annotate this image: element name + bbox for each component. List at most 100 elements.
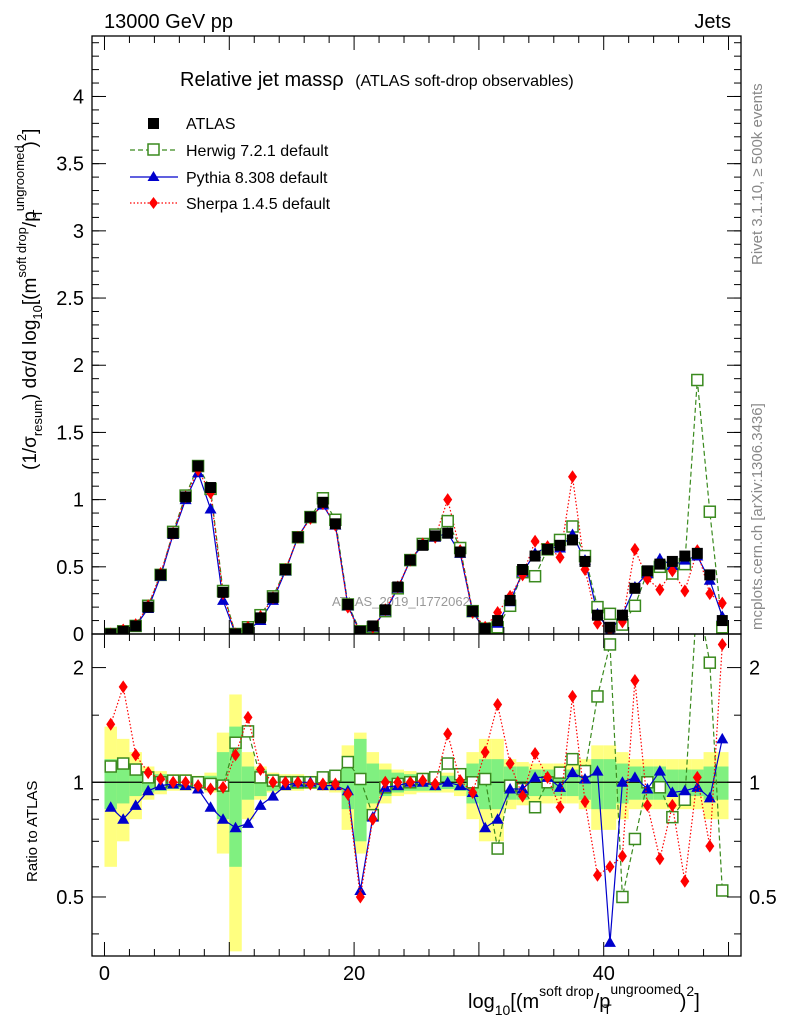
data-point-atlas — [417, 539, 429, 551]
data-point-sherpa — [255, 763, 265, 777]
data-point-sherpa — [106, 717, 116, 731]
data-point-atlas — [641, 565, 653, 577]
data-point-herwig — [628, 832, 642, 846]
data-point-sherpa — [667, 564, 677, 578]
data-point-pythia — [104, 801, 117, 812]
data-point-sherpa — [543, 770, 553, 784]
data-point-sherpa — [717, 596, 727, 610]
data-point-pythia — [266, 790, 279, 801]
data-point-atlas — [130, 620, 142, 632]
data-point-herwig — [591, 690, 604, 703]
data-point-sherpa — [568, 470, 578, 484]
data-point-sherpa — [655, 852, 665, 866]
data-point-atlas — [404, 554, 416, 566]
data-point-pythia — [678, 784, 691, 796]
data-point-sherpa — [692, 770, 702, 784]
data-point-herwig — [603, 638, 617, 651]
data-point-sherpa — [630, 673, 640, 687]
y-tick-label: 4 — [73, 86, 84, 108]
data-point-herwig — [229, 736, 242, 749]
data-point-sherpa — [393, 775, 403, 789]
data-point-pythia — [204, 503, 217, 514]
data-point-atlas — [517, 563, 529, 575]
band-inner-bin — [341, 759, 355, 810]
data-point-sherpa — [243, 710, 253, 724]
data-point-herwig — [104, 760, 117, 773]
data-point-herwig — [478, 772, 492, 786]
data-point-sherpa — [368, 812, 378, 826]
data-point-pythia — [142, 784, 155, 796]
data-point-herwig — [692, 587, 703, 598]
data-point-pythia — [703, 791, 716, 803]
data-point-pythia — [641, 783, 654, 794]
band-inner-bin — [116, 763, 130, 804]
data-point-sherpa — [680, 584, 690, 598]
data-point-atlas — [616, 609, 628, 621]
data-point-atlas — [591, 609, 603, 621]
data-point-herwig — [691, 373, 704, 387]
data-point-pythia — [354, 884, 367, 895]
data-point-atlas — [242, 623, 254, 634]
ratio-y-tick-label: 0.5 — [56, 887, 84, 909]
data-point-sherpa — [555, 550, 565, 564]
data-point-sherpa — [468, 786, 478, 800]
chart-subtitle: (ATLAS soft-drop observables) — [355, 73, 573, 90]
header-right: Jets — [694, 11, 731, 33]
data-point-sherpa — [680, 874, 690, 888]
y-tick-label: 1 — [73, 490, 84, 512]
y-tick-label: 1.5 — [56, 422, 84, 444]
legend-marker-herwig — [147, 143, 160, 156]
data-point-herwig — [703, 656, 717, 669]
data-point-herwig — [553, 766, 567, 779]
header-left: 13000 GeV pp — [104, 11, 233, 33]
rivet-label: Rivet 3.1.10, ≥ 500k events — [749, 83, 766, 265]
data-point-sherpa — [330, 777, 340, 791]
data-point-sherpa — [605, 860, 615, 874]
data-point-atlas — [604, 621, 616, 633]
data-point-atlas — [529, 550, 541, 562]
data-point-atlas — [554, 539, 566, 551]
data-point-sherpa — [667, 798, 677, 812]
band-inner-bin — [241, 766, 255, 800]
data-point-herwig — [616, 890, 629, 904]
data-point-atlas — [279, 563, 291, 575]
data-point-herwig — [528, 800, 542, 814]
data-point-sherpa — [705, 587, 715, 601]
data-point-atlas — [567, 534, 579, 546]
data-point-atlas — [454, 546, 466, 558]
data-point-herwig — [129, 763, 142, 776]
data-point-pythia — [242, 817, 255, 828]
data-point-atlas — [180, 491, 192, 503]
data-point-pythia — [516, 783, 529, 794]
y-tick-label: 0 — [73, 624, 84, 646]
data-point-sherpa — [555, 800, 565, 814]
data-point-atlas — [342, 598, 354, 610]
data-point-pythia — [217, 813, 230, 824]
data-point-pythia — [666, 786, 679, 798]
data-point-sherpa — [530, 534, 540, 548]
data-point-atlas — [230, 628, 242, 634]
data-point-herwig — [566, 752, 579, 766]
legend-label-herwig: Herwig 7.2.1 default — [186, 143, 329, 160]
data-point-atlas — [155, 569, 167, 581]
data-point-atlas — [691, 547, 703, 559]
data-point-sherpa — [655, 583, 665, 597]
data-point-herwig — [116, 757, 130, 770]
data-point-herwig — [528, 569, 542, 583]
data-point-sherpa — [580, 795, 590, 809]
data-point-atlas — [367, 620, 379, 632]
data-point-sherpa — [143, 766, 153, 780]
data-point-sherpa — [193, 779, 203, 793]
data-point-atlas — [317, 496, 329, 508]
x-tick-label: 40 — [593, 963, 615, 985]
data-point-pythia — [529, 771, 542, 782]
data-point-atlas — [117, 625, 129, 634]
data-point-sherpa — [430, 777, 440, 791]
data-point-atlas — [679, 550, 691, 562]
legend: ATLAS Herwig 7.2.1 default Pythia 8.308 … — [130, 116, 331, 213]
data-point-sherpa — [131, 748, 141, 762]
y-tick-label: 3.5 — [56, 154, 84, 176]
data-point-sherpa — [293, 775, 303, 789]
data-point-pythia — [254, 799, 267, 810]
data-point-sherpa — [617, 849, 627, 863]
